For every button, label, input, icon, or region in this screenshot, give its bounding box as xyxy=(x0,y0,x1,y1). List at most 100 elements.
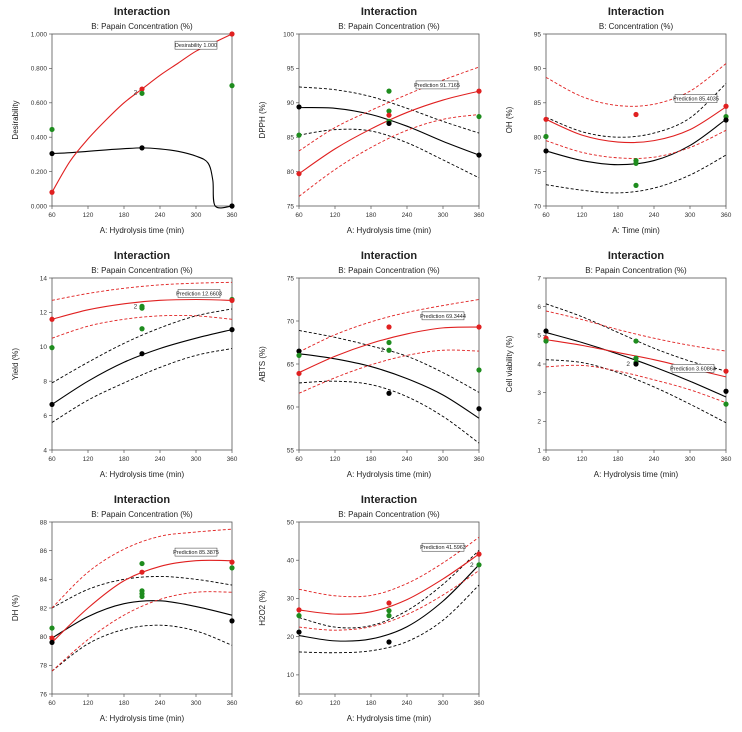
black-dashed-series-line xyxy=(298,128,480,179)
prediction-text: Prediction 69.3444 xyxy=(420,314,466,320)
x-tick-label: 360 xyxy=(227,700,238,707)
y-tick-label: 86 xyxy=(40,548,48,555)
black-dashed-series-line xyxy=(545,359,727,424)
black-solid-series-line xyxy=(298,564,480,642)
green-data-point xyxy=(386,108,392,114)
y-tick-label: 50 xyxy=(287,519,295,526)
y-axis-label: DH (%) xyxy=(11,595,20,622)
y-tick-label: 75 xyxy=(534,169,542,176)
green-data-point xyxy=(633,160,639,166)
x-tick-label: 360 xyxy=(227,456,238,463)
black-dashed-series-line xyxy=(298,584,480,654)
y-tick-label: 6 xyxy=(537,304,541,311)
y-axis-label: OH (%) xyxy=(505,106,514,133)
red-solid-series-line xyxy=(298,90,480,175)
x-tick-label: 360 xyxy=(227,212,238,219)
chart-svg: Interaction B: Papain Concentration (%) 60… xyxy=(505,250,732,479)
y-tick-label: 0.800 xyxy=(31,66,48,73)
red-dashed-series-line xyxy=(545,129,727,159)
red-data-point xyxy=(229,559,235,565)
y-tick-label: 80 xyxy=(287,169,295,176)
green-data-point xyxy=(296,613,302,619)
y-tick-label: 20 xyxy=(287,634,295,641)
y-tick-label: 12 xyxy=(40,310,48,317)
chart-svg: Interaction B: Papain Concentration (%) 60… xyxy=(258,250,485,479)
x-tick-label: 120 xyxy=(83,456,94,463)
y-axis-label: ABTS (%) xyxy=(258,346,267,382)
y-tick-label: 82 xyxy=(40,605,48,612)
green-data-point xyxy=(139,90,145,96)
x-tick-label: 300 xyxy=(191,212,202,219)
black-data-point xyxy=(229,327,235,333)
y-tick-label: 2 xyxy=(537,419,541,426)
x-tick-label: 300 xyxy=(191,456,202,463)
prediction-flag: Prediction 91.7165 xyxy=(414,80,460,90)
x-axis-label: A: Hydrolysis time (min) xyxy=(347,714,432,723)
y-tick-label: 75 xyxy=(287,203,295,210)
green-data-point xyxy=(139,326,145,332)
y-tick-label: 100 xyxy=(283,31,294,38)
green-data-point xyxy=(476,562,482,568)
y-tick-label: 5 xyxy=(537,333,541,340)
black-data-point xyxy=(633,361,639,367)
black-data-point xyxy=(229,203,235,209)
y-tick-label: 10 xyxy=(287,672,295,679)
red-dashed-series-line xyxy=(545,310,727,352)
prediction-flag: Prediction 41.5963 xyxy=(420,542,466,552)
x-tick-label: 360 xyxy=(474,212,485,219)
prediction-text: Prediction 85.3875 xyxy=(173,550,219,556)
y-tick-label: 14 xyxy=(40,275,48,282)
x-axis-label: A: Hydrolysis time (min) xyxy=(347,226,432,235)
red-dashed-series-line xyxy=(51,591,233,672)
green-data-point xyxy=(296,352,302,358)
red-dashed-series-line xyxy=(51,528,233,609)
red-data-point xyxy=(49,189,55,195)
y-tick-label: 90 xyxy=(534,66,542,73)
y-tick-label: 7 xyxy=(537,275,541,282)
x-tick-label: 300 xyxy=(685,456,696,463)
y-axis-label: Cell viability (%) xyxy=(505,335,514,392)
y-tick-label: 1 xyxy=(537,447,541,454)
black-data-point xyxy=(386,120,392,127)
black-dashed-series-line xyxy=(51,308,233,384)
prediction-text: Prediction 3.60864 xyxy=(670,366,716,372)
black-solid-series-line xyxy=(51,147,233,209)
x-tick-label: 240 xyxy=(155,700,166,707)
black-data-point xyxy=(543,148,549,154)
red-data-point xyxy=(229,297,235,303)
x-tick-label: 300 xyxy=(438,212,449,219)
green-data-point xyxy=(386,608,392,614)
red-data-point xyxy=(296,370,302,377)
y-tick-label: 90 xyxy=(287,100,295,107)
y-tick-label: 70 xyxy=(534,203,542,210)
x-axis-label: A: Hydrolysis time (min) xyxy=(594,470,679,479)
chart-title: Interaction xyxy=(114,6,171,18)
prediction-flag: Prediction 3.60864 xyxy=(670,364,716,373)
x-tick-label: 300 xyxy=(438,456,449,463)
red-data-point xyxy=(296,607,302,613)
y-axis-label: H2O2 (%) xyxy=(258,590,267,626)
chart-svg: Interaction B: Papain Concentration (%) 60… xyxy=(11,250,238,479)
red-data-point xyxy=(476,551,482,557)
interaction-plot-5: Interaction B: Papain Concentration (%) 60… xyxy=(247,244,494,488)
interaction-plot-2: Interaction B: Papain Concentration (%) 60… xyxy=(247,0,494,244)
green-data-point xyxy=(139,560,145,567)
y-tick-label: 0.000 xyxy=(31,203,48,210)
y-tick-label: 75 xyxy=(287,275,295,282)
red-dashed-series-line xyxy=(298,299,480,353)
y-tick-label: 0.600 xyxy=(31,100,48,107)
prediction-flag: Prediction 85.3875 xyxy=(173,547,219,557)
chart-title: Interaction xyxy=(361,494,418,506)
y-tick-label: 8 xyxy=(43,379,47,386)
chart-subtitle: B: Papain Concentration (%) xyxy=(585,266,687,275)
black-data-point xyxy=(296,104,302,110)
x-tick-label: 300 xyxy=(438,700,449,707)
black-dashed-series-line xyxy=(51,348,233,423)
chart-subtitle: B: Papain Concentration (%) xyxy=(338,266,440,275)
black-dashed-series-line xyxy=(51,624,233,672)
interaction-plot-1: Interaction B: Papain Concentration (%) 60… xyxy=(0,0,247,244)
x-tick-label: 60 xyxy=(48,456,56,463)
x-tick-label: 120 xyxy=(83,212,94,219)
green-data-point xyxy=(229,565,235,571)
